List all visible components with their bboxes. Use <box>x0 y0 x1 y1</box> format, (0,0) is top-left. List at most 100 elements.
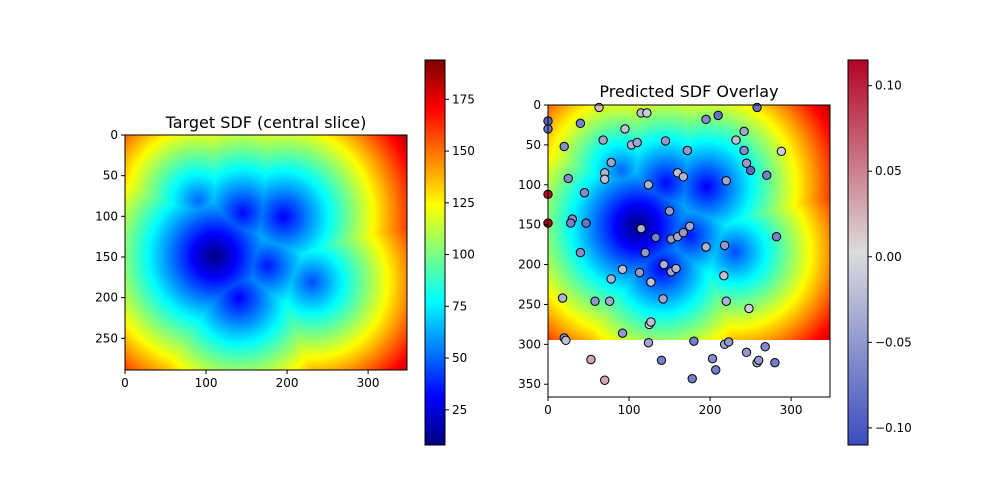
target-sdf-heatmap <box>125 135 407 370</box>
scatter-point <box>642 108 652 118</box>
tick-label: 100 <box>195 376 218 390</box>
right-panel: Predicted SDF Overlay 0 100 200 300 0 50 100 15… <box>518 82 831 417</box>
tick-label: 100 <box>518 178 541 192</box>
scatter-point <box>559 141 569 152</box>
scatter-points <box>543 102 787 385</box>
scatter-point <box>664 206 675 216</box>
scatter-point <box>575 118 586 129</box>
scatter-point <box>656 355 667 366</box>
tick-label: 0.00 <box>875 250 902 264</box>
tick-label: 175 <box>452 92 475 106</box>
scatter-point <box>646 317 656 327</box>
scatter-point <box>760 342 770 352</box>
scatter-point <box>713 110 723 121</box>
scatter-point <box>741 347 752 358</box>
tick-label: 50 <box>452 351 467 365</box>
scatter-point <box>651 232 661 243</box>
left-heatmap-frame <box>125 135 407 370</box>
tick-label: −0.05 <box>875 335 912 349</box>
scatter-point <box>707 354 718 364</box>
scatter-point <box>643 180 654 190</box>
scatter-point <box>590 296 600 306</box>
scatter-point <box>640 247 650 258</box>
scatter-point <box>575 247 586 258</box>
scatter-point <box>579 188 590 198</box>
tick-label: 150 <box>518 218 541 232</box>
tick-label: 0 <box>533 98 541 112</box>
tick-label: 25 <box>452 403 467 417</box>
scatter-point <box>598 135 608 145</box>
tick-label: 300 <box>780 403 803 417</box>
tick-label: 0 <box>110 128 118 142</box>
scatter-point <box>745 165 756 176</box>
scatter-point <box>606 274 616 284</box>
tick-label: 100 <box>452 248 475 262</box>
scatter-point <box>724 337 734 347</box>
scatter-point <box>594 102 604 113</box>
tick-label: 350 <box>518 377 541 391</box>
right-colorbar-ticks: 0.10 0.05 0.00 −0.05 −0.10 <box>868 79 912 435</box>
scatter-point <box>586 354 596 365</box>
right-ticks: 0 100 200 300 0 50 100 150 200 250 300 350 <box>518 98 802 417</box>
scatter-point <box>753 355 764 366</box>
tick-label: 200 <box>276 376 299 390</box>
scatter-point <box>687 373 697 384</box>
scatter-point <box>776 146 787 156</box>
tick-label: 150 <box>452 144 475 158</box>
left-colorbar: 25 50 75 100 125 150 175 <box>424 59 475 446</box>
tick-label: 50 <box>103 169 118 183</box>
scatter-point <box>604 296 615 306</box>
scatter-point <box>682 145 693 156</box>
tick-label: 0.05 <box>875 164 902 178</box>
scatter-point <box>636 223 646 234</box>
scatter-point <box>620 124 630 134</box>
left-title: Target SDF (central slice) <box>165 113 367 132</box>
scatter-point <box>701 242 711 252</box>
tick-label: 300 <box>357 376 380 390</box>
left-colorbar-frame <box>425 60 445 445</box>
tick-label: 100 <box>95 209 118 223</box>
tick-label: −0.10 <box>875 421 912 435</box>
right-colorbar-gradient <box>848 60 868 445</box>
scatter-point <box>678 227 689 238</box>
tick-label: 150 <box>95 250 118 264</box>
scatter-point <box>617 264 628 275</box>
tick-label: 200 <box>699 403 722 417</box>
scatter-point <box>646 277 656 287</box>
left-colorbar-gradient <box>425 60 445 445</box>
scatter-point <box>739 145 749 156</box>
right-colorbar-outline <box>847 59 869 446</box>
scatter-point <box>744 303 754 314</box>
scatter-point <box>711 365 721 375</box>
scatter-point <box>719 240 730 251</box>
right-title: Predicted SDF Overlay <box>599 82 778 101</box>
scatter-point <box>581 218 591 228</box>
right-axes-frame <box>547 104 831 398</box>
scatter-point <box>671 263 681 274</box>
scatter-point <box>741 158 752 168</box>
tick-label: 125 <box>452 196 475 210</box>
scatter-point <box>600 375 610 385</box>
scatter-point <box>721 176 731 186</box>
tick-label: 0.10 <box>875 79 902 93</box>
tick-label: 250 <box>95 331 118 345</box>
scatter-point <box>632 137 642 148</box>
left-colorbar-outline <box>424 59 446 446</box>
tick-label: 0 <box>544 403 552 417</box>
tick-label: 200 <box>518 258 541 272</box>
scatter-point <box>557 293 568 303</box>
scatter-point <box>600 174 610 184</box>
scatter-point <box>617 328 628 338</box>
tick-label: 100 <box>618 403 641 417</box>
left-axes-frame <box>124 134 408 371</box>
scatter-point <box>563 173 573 184</box>
scatter-point <box>762 170 772 180</box>
scatter-point <box>565 218 576 228</box>
tick-label: 250 <box>518 297 541 311</box>
scatter-point <box>643 338 654 348</box>
scatter-point <box>771 231 782 242</box>
right-colorbar: 0.10 0.05 0.00 −0.05 −0.10 <box>847 59 912 446</box>
scatter-point <box>752 102 762 113</box>
tick-label: 300 <box>518 337 541 351</box>
scatter-point <box>701 114 711 125</box>
